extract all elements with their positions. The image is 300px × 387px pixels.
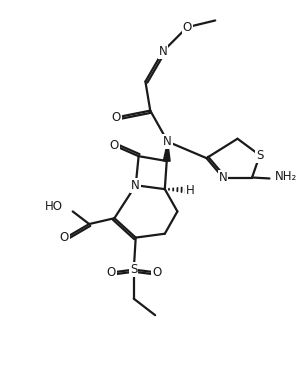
- Text: N: N: [219, 171, 227, 184]
- Text: O: O: [112, 111, 121, 124]
- Text: O: O: [59, 231, 69, 244]
- Text: N: N: [163, 135, 172, 148]
- Text: H: H: [186, 183, 194, 197]
- Text: O: O: [107, 266, 116, 279]
- Text: O: O: [110, 139, 119, 152]
- Text: NH₂: NH₂: [275, 170, 298, 183]
- Text: N: N: [158, 45, 167, 58]
- Text: O: O: [152, 266, 162, 279]
- Text: HO: HO: [45, 200, 63, 213]
- Text: O: O: [182, 21, 192, 34]
- Text: S: S: [130, 263, 137, 276]
- Text: S: S: [256, 149, 263, 162]
- Text: N: N: [131, 179, 140, 192]
- Polygon shape: [163, 142, 170, 161]
